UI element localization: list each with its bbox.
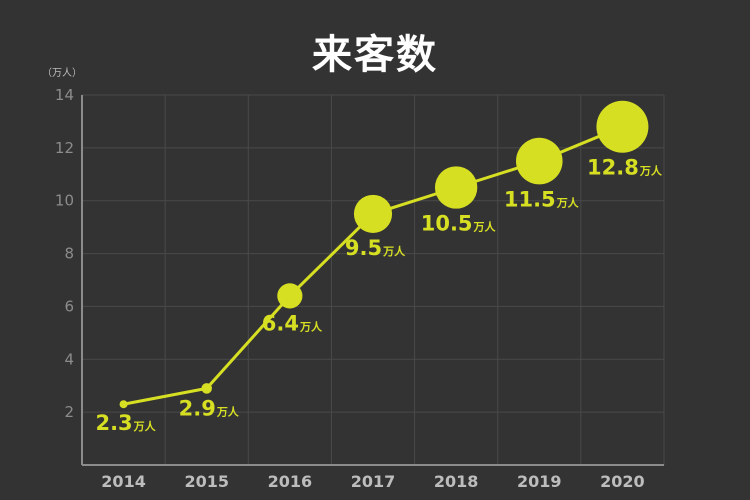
- data-point: [277, 283, 303, 309]
- data-label-unit: 万人: [216, 405, 240, 419]
- y-tick-label: 6: [64, 297, 74, 315]
- data-label: 9.5万人: [345, 236, 406, 260]
- y-tick-label: 4: [64, 350, 74, 368]
- data-point: [201, 383, 212, 394]
- data-point: [434, 166, 478, 209]
- data-label-value: 6.4: [262, 311, 299, 335]
- data-point: [353, 194, 393, 234]
- data-label-unit: 万人: [382, 244, 406, 258]
- y-unit-label: （万人）: [42, 67, 82, 79]
- data-label: 6.4万人: [262, 311, 323, 335]
- x-tick-label: 2016: [268, 472, 313, 491]
- x-tick-label: 2020: [600, 472, 645, 491]
- data-label-value: 10.5: [421, 212, 473, 236]
- y-tick-label: 8: [64, 245, 74, 263]
- data-label-value: 2.9: [179, 397, 216, 421]
- data-point: [119, 400, 128, 409]
- y-tick-label: 10: [55, 192, 74, 210]
- x-tick-label: 2014: [101, 472, 146, 491]
- data-label: 11.5万人: [504, 187, 580, 211]
- data-point: [516, 137, 563, 185]
- x-tick-label: 2019: [517, 472, 562, 491]
- data-label-unit: 万人: [133, 419, 157, 433]
- data-label-value: 11.5: [504, 187, 556, 211]
- x-tick-label: 2017: [351, 472, 396, 491]
- data-label-unit: 万人: [556, 195, 580, 209]
- data-label: 10.5万人: [421, 212, 497, 236]
- series: [119, 100, 649, 409]
- x-tick-label: 2018: [434, 472, 479, 491]
- data-label-unit: 万人: [473, 220, 497, 234]
- axes: 2 4 6 8 10 12 14 （万人） 2014 2015 2016 2017 2018 2019 20…: [42, 67, 664, 491]
- data-label: 2.9万人: [179, 397, 240, 421]
- y-tick-label: 2: [64, 403, 74, 421]
- x-tick-label: 2015: [184, 472, 229, 491]
- data-label: 2.3万人: [95, 411, 156, 435]
- data-label-unit: 万人: [639, 164, 663, 178]
- data-label: 12.8万人: [587, 156, 663, 180]
- chart-title: 来客数: [312, 32, 438, 78]
- data-point: [596, 100, 649, 153]
- data-label-value: 12.8: [587, 156, 639, 180]
- data-label-unit: 万人: [299, 319, 323, 333]
- data-label-value: 9.5: [345, 236, 382, 260]
- grid-lines: [82, 94, 665, 465]
- y-tick-label: 14: [55, 86, 74, 104]
- y-tick-label: 12: [55, 139, 74, 157]
- data-label-value: 2.3: [95, 411, 132, 435]
